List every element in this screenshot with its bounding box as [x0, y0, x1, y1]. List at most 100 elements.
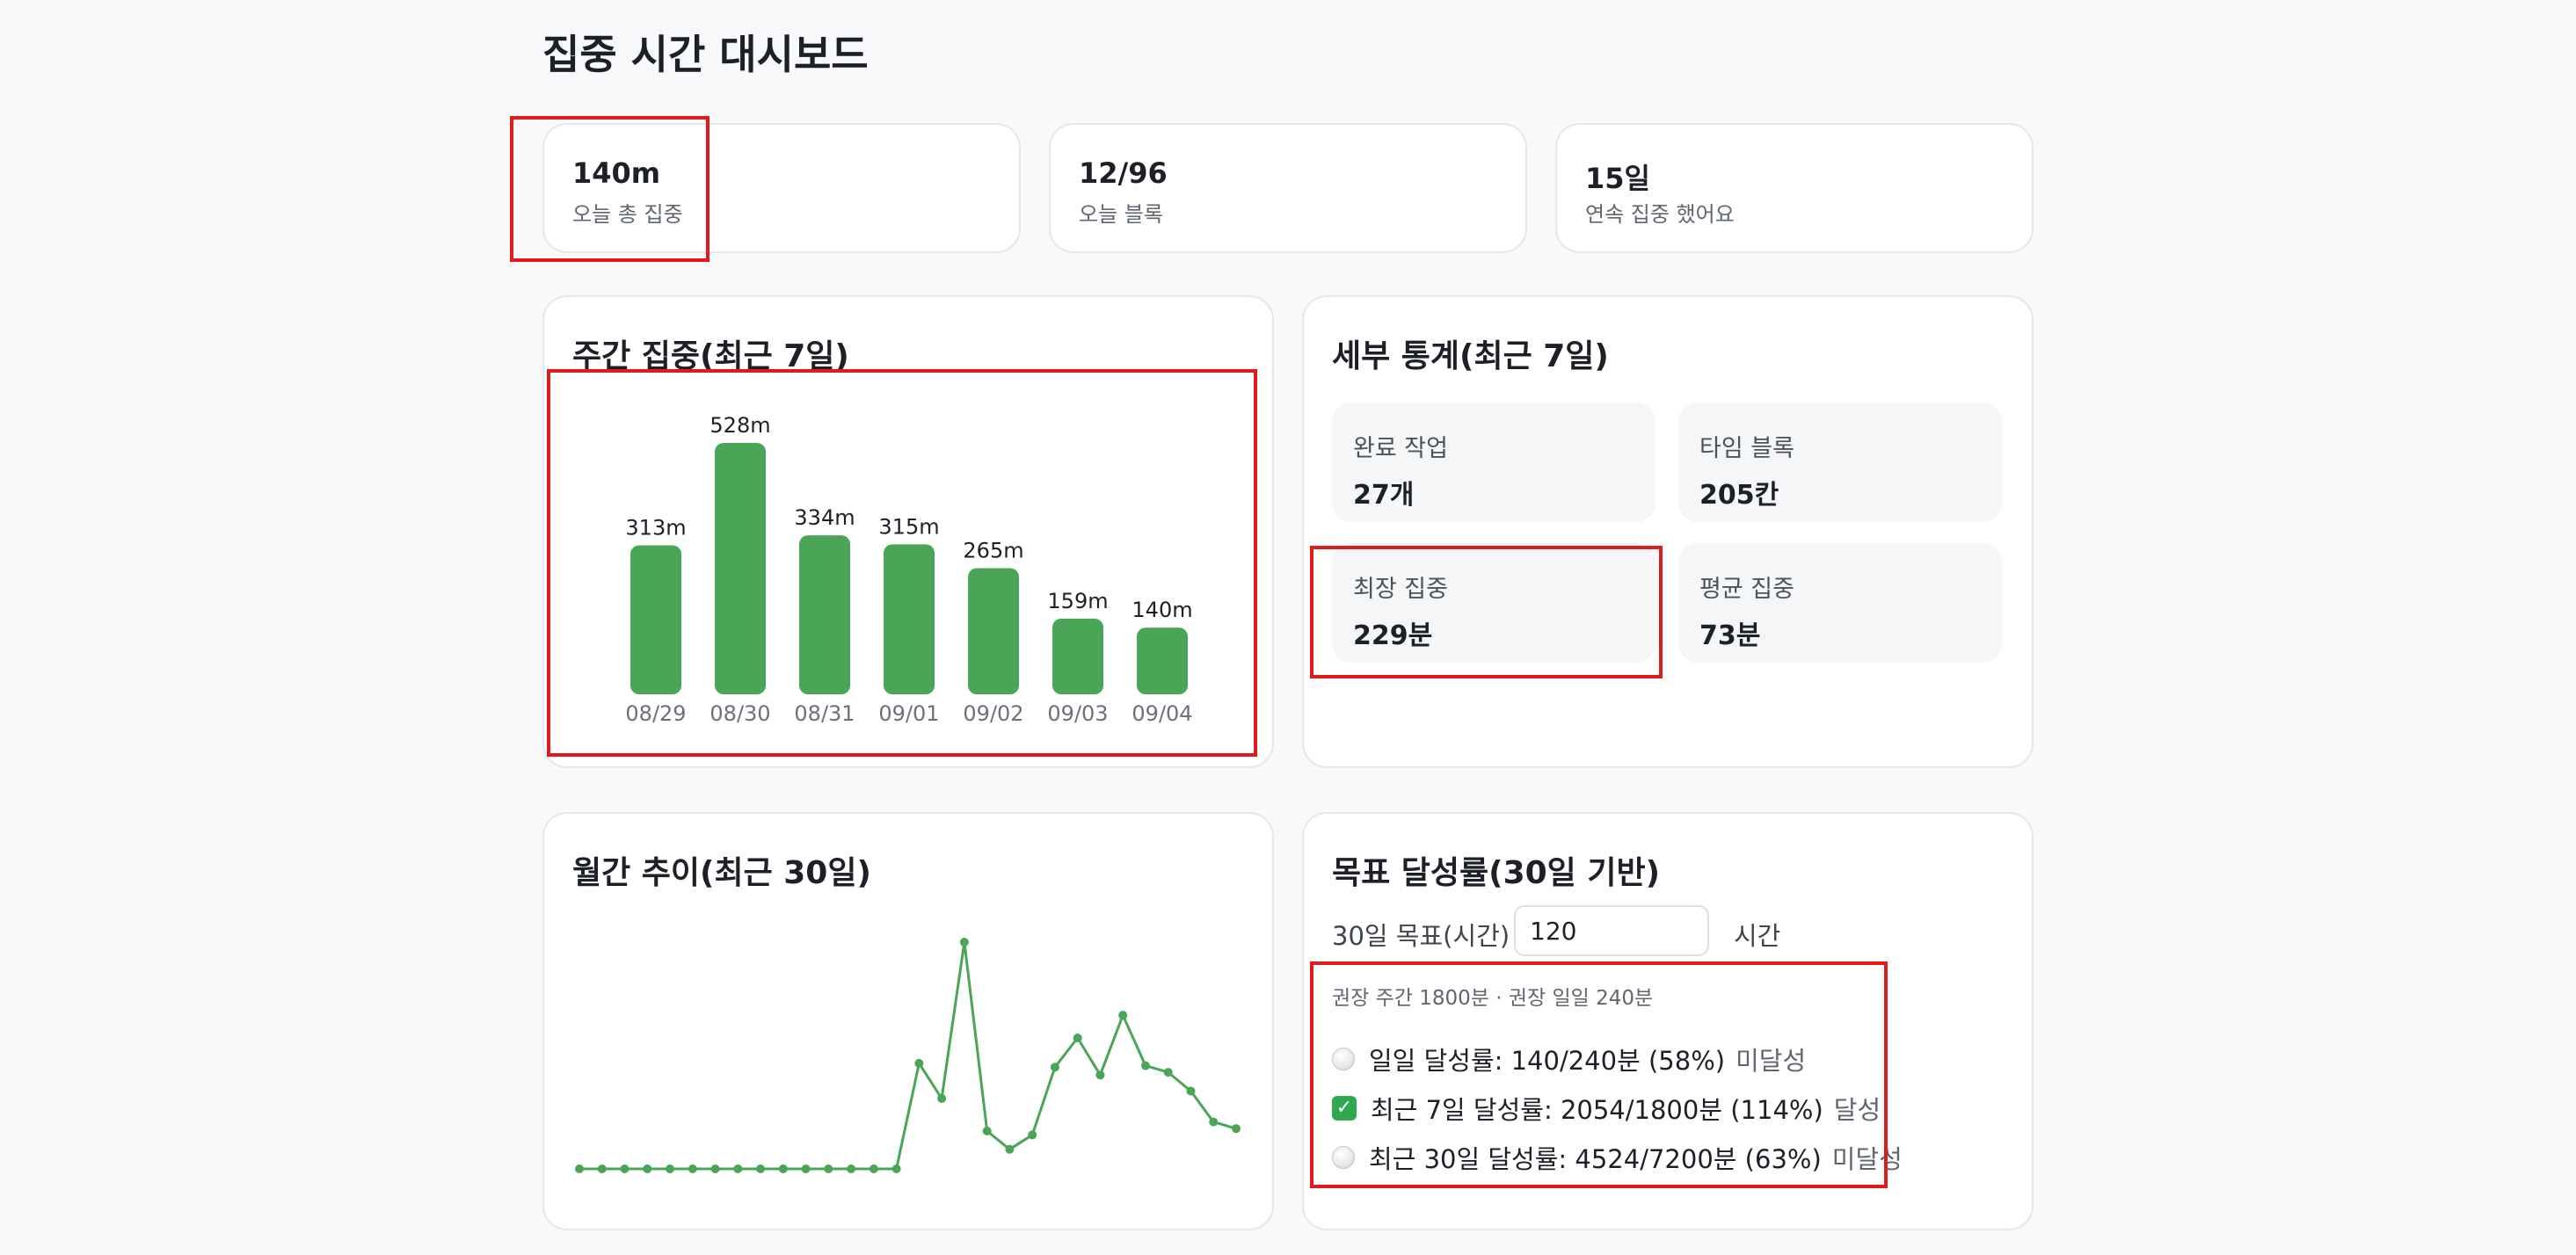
trend-point	[688, 1164, 697, 1173]
trend-point	[1073, 1033, 1082, 1042]
trend-point	[1186, 1086, 1196, 1096]
weekly-bar	[799, 535, 850, 694]
trend-point	[869, 1164, 878, 1173]
detail-stats-title: 세부 통계(최근 7일)	[1332, 338, 1609, 374]
weekly-achievement-row: ✓ 최근 7일 달성률: 2054/1800분 (114%) 달성	[1332, 1090, 1881, 1127]
daily-achievement-row: 일일 달성률: 140/240분 (58%) 미달성	[1332, 1041, 1806, 1077]
trend-point	[937, 1093, 947, 1103]
recommendation-text: 권장 주간 1800분 · 권장 일일 240분	[1332, 987, 1654, 1010]
kpi-card-today-blocks: 12/96 오늘 블록	[1049, 123, 1527, 253]
kpi-value: 12/96	[1079, 156, 1168, 190]
trend-point	[733, 1164, 743, 1173]
achievement-status: 미달성	[1831, 1144, 1903, 1174]
achievement-text: 일일 달성률: 140/240분 (58%)	[1369, 1046, 1726, 1076]
trend-point	[891, 1164, 901, 1173]
weekly-bar	[968, 568, 1019, 694]
circle-icon	[1332, 1048, 1355, 1070]
weekly-focus-title: 주간 집중(최근 7일)	[572, 338, 849, 374]
kpi-label: 오늘 블록	[1079, 202, 1163, 227]
stat-value: 205칸	[1699, 480, 1779, 511]
trend-point	[914, 1058, 924, 1068]
trend-point	[756, 1164, 766, 1173]
trend-point	[824, 1164, 833, 1173]
achievement-status: 미달성	[1736, 1046, 1807, 1076]
bar-category-label: 08/30	[709, 701, 770, 726]
trend-point	[801, 1164, 811, 1173]
bar-category-label: 09/02	[963, 701, 1023, 726]
kpi-value: 15일	[1585, 162, 1650, 195]
bar-value-label: 265m	[963, 538, 1023, 562]
stat-tile-average-focus: 평균 집중 73분	[1678, 543, 2002, 663]
trend-point	[1095, 1070, 1105, 1080]
trend-point	[847, 1164, 856, 1173]
monthly-achievement-row: 최근 30일 달성률: 4524/7200분 (63%) 미달성	[1332, 1139, 1903, 1176]
trend-point	[643, 1164, 652, 1173]
check-icon: ✓	[1332, 1096, 1357, 1121]
bar-category-label: 08/29	[625, 701, 686, 726]
weekly-bar	[884, 544, 935, 694]
trend-point	[1209, 1117, 1219, 1127]
trend-point	[1028, 1130, 1037, 1140]
goal-input-label: 30일 목표(시간)	[1332, 921, 1510, 951]
stat-tile-completed-tasks: 완료 작업 27개	[1332, 403, 1655, 522]
stat-tile-longest-focus: 최장 집중 229분	[1332, 543, 1655, 663]
weekly-focus-card: 주간 집중(최근 7일) 313m 08/29 528m 08/30 334m 08/31…	[542, 295, 1274, 768]
achievement-text: 최근 7일 달성률: 2054/1800분 (114%)	[1371, 1095, 1823, 1125]
kpi-label: 오늘 총 집중	[572, 202, 683, 227]
achievement-status: 달성	[1833, 1095, 1881, 1125]
kpi-card-today-focus: 140m 오늘 총 집중	[542, 123, 1021, 253]
trend-point	[575, 1164, 584, 1173]
bar-value-label: 313m	[625, 515, 686, 540]
kpi-label: 연속 집중 했어요	[1585, 202, 1735, 227]
trend-point	[1050, 1063, 1059, 1072]
achievement-text: 최근 30일 달성률: 4524/7200분 (63%)	[1369, 1144, 1822, 1174]
trend-point	[1163, 1068, 1173, 1077]
trend-point	[620, 1164, 629, 1173]
trend-point	[1140, 1061, 1150, 1070]
stat-label: 완료 작업	[1353, 435, 1448, 462]
trend-point	[666, 1164, 675, 1173]
trend-point	[959, 938, 969, 947]
trend-line	[579, 940, 1237, 1171]
monthly-trend-title: 월간 추이(최근 30일)	[572, 855, 871, 891]
bar-value-label: 315m	[878, 514, 939, 539]
goal-achievement-card: 목표 달성률(30일 기반) 30일 목표(시간) 시간 권장 주간 1800분…	[1302, 812, 2034, 1230]
weekly-bar	[715, 443, 766, 694]
page-title: 집중 시간 대시보드	[542, 31, 869, 78]
kpi-card-streak: 15일 연속 집중 했어요	[1555, 123, 2034, 253]
trend-point	[1005, 1144, 1015, 1154]
bar-value-label: 140m	[1132, 598, 1192, 622]
bar-category-label: 09/01	[878, 701, 939, 726]
stat-value: 27개	[1353, 480, 1415, 511]
goal-achievement-title: 목표 달성률(30일 기반)	[1332, 855, 1661, 891]
stat-tile-time-blocks: 타임 블록 205칸	[1678, 403, 2002, 522]
stat-value: 73분	[1699, 620, 1761, 651]
stat-value: 229분	[1353, 620, 1433, 651]
trend-point	[597, 1164, 607, 1173]
trend-point	[982, 1126, 992, 1135]
trend-point	[1118, 1011, 1128, 1020]
weekly-bar	[1137, 628, 1188, 694]
detail-stats-card: 세부 통계(최근 7일) 완료 작업 27개 타임 블록 205칸 최장 집중 …	[1302, 295, 2034, 768]
bar-category-label: 09/03	[1047, 701, 1108, 726]
bar-value-label: 528m	[709, 413, 770, 438]
monthly-trend-card: 월간 추이(최근 30일)	[542, 812, 1274, 1230]
weekly-bar-chart: 313m 08/29 528m 08/30 334m 08/31 315m 09/01 265m…	[625, 413, 1192, 726]
trend-point	[778, 1164, 788, 1173]
stat-label: 최장 집중	[1353, 576, 1448, 603]
goal-unit-label: 시간	[1734, 921, 1781, 951]
stat-label: 평균 집중	[1699, 576, 1794, 603]
weekly-bar	[1052, 618, 1103, 694]
goal-hours-input[interactable]	[1514, 905, 1709, 956]
monthly-line-chart	[575, 938, 1241, 1173]
bar-value-label: 159m	[1047, 589, 1108, 613]
circle-icon	[1332, 1146, 1355, 1169]
bar-category-label: 09/04	[1132, 701, 1192, 726]
bar-value-label: 334m	[794, 505, 855, 530]
stat-label: 타임 블록	[1699, 435, 1794, 462]
trend-point	[710, 1164, 720, 1173]
bar-category-label: 08/31	[794, 701, 855, 726]
weekly-bar	[630, 545, 681, 694]
trend-point	[1232, 1124, 1241, 1134]
kpi-value: 140m	[572, 156, 661, 190]
